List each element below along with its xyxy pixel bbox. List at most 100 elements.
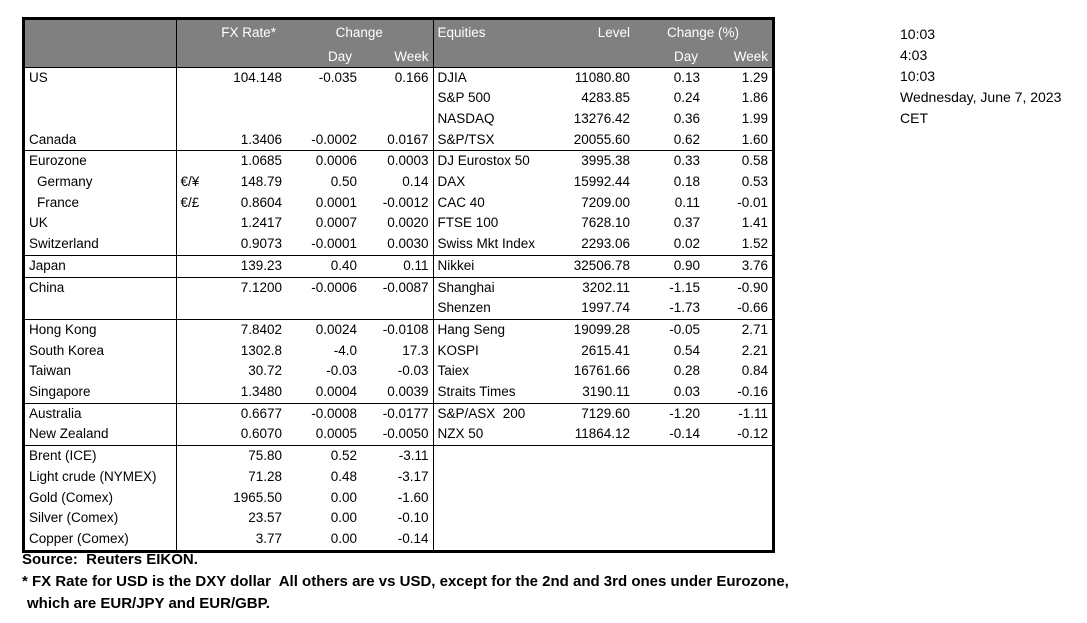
- equity-week-change: -0.90: [704, 276, 773, 299]
- equity-day-change: -1.20: [634, 402, 705, 425]
- table-row: Light crude (NYMEX) 71.28 0.48 -3.17: [25, 466, 772, 488]
- equity-name: S&P/ASX 200: [433, 402, 560, 425]
- fx-day-change: 0.0004: [315, 384, 357, 400]
- fx-week-change: [361, 108, 434, 130]
- equity-level: 3190.11: [582, 384, 631, 400]
- fx-footnote-line-1: * FX Rate for USD is the DXY dollar All …: [22, 573, 789, 590]
- equity-name: [433, 529, 559, 550]
- fx-rate-value: 0.6070: [240, 426, 282, 442]
- fx-rate-header: FX Rate*: [176, 20, 286, 46]
- equity-level: 7209.00: [581, 194, 631, 210]
- fx-equities-table: FX Rate* Change Equities Level Change (%…: [25, 20, 773, 550]
- equity-name: KOSPI: [437, 342, 479, 358]
- equity-week-change: 2.21: [741, 342, 769, 358]
- equity-week-change: -0.12: [737, 426, 769, 442]
- footer: Source: Reuters EIKON. * FX Rate for USD…: [22, 549, 789, 615]
- fx-week-change: -3.11: [361, 445, 434, 467]
- fx-pair-label: [176, 234, 224, 255]
- equity-name: S&P 500: [437, 90, 491, 106]
- fx-week-change: 0.0003: [361, 150, 434, 173]
- equity-name: S&P/TSX: [437, 131, 495, 147]
- header-corner-cell: [25, 20, 177, 46]
- table-row: Silver (Comex) 23.57 0.00 -0.10: [25, 508, 772, 529]
- fx-week-change: -1.60: [361, 487, 434, 509]
- table-row: US 104.148 -0.035 0.166 DJIA 11080.80 0.…: [25, 67, 772, 89]
- equity-name: [433, 508, 559, 529]
- fx-country-label: Canada: [25, 129, 177, 151]
- equity-level: 15992.44: [573, 174, 631, 190]
- fx-day-change: -0.0002: [311, 131, 357, 147]
- table-row: Germany €/¥ 148.79 0.50 0.14 DAX 15992.4…: [25, 172, 772, 193]
- equity-week-change: 1.99: [741, 110, 769, 126]
- equity-level: 13276.42: [573, 110, 631, 126]
- fx-pair-label: [176, 424, 224, 445]
- equity-name: DJ Eurostox 50: [433, 150, 560, 173]
- equity-level: 11080.80: [574, 69, 631, 85]
- timestamp-line: 4:03: [900, 47, 928, 63]
- equity-day-change: 0.36: [673, 110, 701, 126]
- equity-name: CAC 40: [437, 194, 485, 210]
- equity-day-change: 0.62: [673, 131, 701, 147]
- equity-day-change: 0.02: [673, 236, 701, 252]
- fx-day-change: 0.0024: [286, 318, 361, 341]
- fx-day-change: 0.40: [286, 254, 361, 278]
- fx-week-change: -0.14: [361, 528, 434, 550]
- fx-country-label: Eurozone: [25, 150, 177, 173]
- timestamp-list: 10:03 4:03 10:03 Wednesday, June 7, 2023…: [900, 24, 1061, 129]
- fx-country-label: Gold (Comex): [25, 487, 177, 509]
- table-row: Hong Kong 7.8402 0.0024 -0.0108 Hang Sen…: [25, 318, 773, 341]
- fx-week-change: 0.166: [361, 67, 434, 89]
- fx-pair-label: [176, 276, 224, 299]
- equity-week-change: 1.41: [741, 215, 769, 231]
- fx-country-label: [25, 298, 177, 320]
- fx-day-change: 0.00: [330, 510, 357, 526]
- equity-week-change: -0.16: [737, 384, 769, 400]
- equity-week-change: [704, 508, 772, 529]
- fx-rate-value: 1965.50: [233, 489, 282, 505]
- equity-day-change: [634, 529, 704, 550]
- fx-country-label: South Korea: [25, 340, 177, 362]
- fx-day-change: 0.0001: [315, 194, 357, 210]
- equity-level: 16761.66: [573, 363, 631, 379]
- equity-level: [559, 445, 635, 467]
- fx-country-label: Copper (Comex): [25, 528, 177, 550]
- fx-rate-value: 0.8604: [240, 194, 282, 210]
- level-header: Level: [559, 20, 635, 46]
- eq-day-header: Day: [634, 46, 705, 68]
- fx-rate-value: [224, 109, 286, 130]
- equity-name: NASDAQ: [437, 110, 495, 126]
- fx-country-label: Germany: [25, 172, 177, 193]
- equity-week-change: 0.58: [704, 150, 773, 173]
- table-row: Brent (ICE) 75.80 0.52 -3.11: [25, 445, 773, 467]
- equity-day-change: 0.90: [634, 254, 705, 278]
- table-row: Singapore 1.3480 0.0004 0.0039 Straits T…: [25, 382, 772, 404]
- fx-pair-label: [176, 467, 224, 488]
- equity-day-change: -1.15: [634, 276, 705, 299]
- equity-day-change: [634, 467, 704, 488]
- fx-country-label: Singapore: [25, 382, 177, 404]
- fx-rate-value: 1.3406: [240, 131, 282, 147]
- equity-day-change: 0.28: [673, 363, 701, 379]
- equity-name: DJIA: [437, 69, 467, 85]
- fx-day-change: 0.0006: [286, 150, 361, 173]
- header-empty-cell: [25, 46, 177, 68]
- equity-week-change: 2.71: [704, 318, 773, 341]
- equity-day-change: 0.18: [673, 174, 701, 190]
- table-row: South Korea 1302.8 -4.0 17.3 KOSPI 2615.…: [25, 340, 772, 362]
- fx-pair-label: [176, 150, 224, 173]
- equity-name: Shenzen: [437, 300, 491, 316]
- equity-week-change: -0.01: [737, 194, 769, 210]
- fx-week-change: -0.03: [361, 361, 434, 383]
- timestamp-line: 10:03: [900, 26, 936, 42]
- equity-week-change: [704, 445, 773, 467]
- fx-pair-label: [176, 361, 224, 382]
- equity-level: 1997.74: [581, 300, 631, 316]
- equity-level: 32506.78: [559, 254, 635, 278]
- fx-pair-label: [176, 130, 224, 151]
- fx-rate-value: 104.148: [233, 69, 282, 85]
- fx-country-label: China: [25, 276, 177, 299]
- fx-rate-value: 139.23: [224, 254, 286, 278]
- table-row: Australia 0.6677 -0.0008 -0.0177 S&P/ASX…: [25, 402, 773, 425]
- fx-pair-label: [176, 298, 224, 319]
